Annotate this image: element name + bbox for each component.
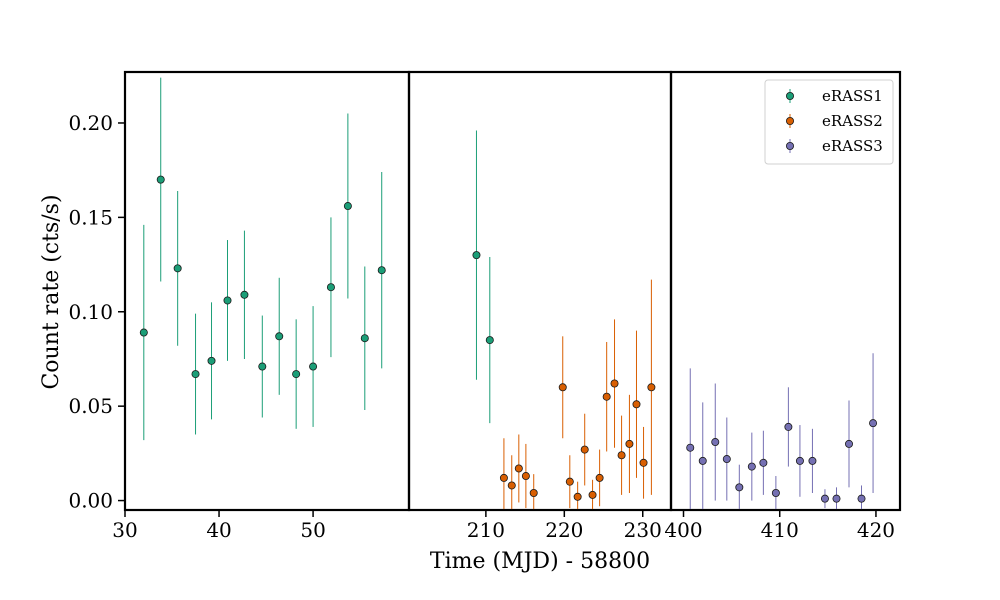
data-point [711,438,720,447]
x-tick-label: 210 [467,518,505,542]
x-tick-label: 50 [300,518,325,542]
data-point [869,419,878,428]
data-point [735,483,744,492]
data-point [647,383,656,392]
data-point [529,489,538,498]
panel-frame [669,70,902,512]
data-point [173,264,182,273]
data-point [240,290,249,299]
data-point [686,443,695,452]
series-eRASS3 [686,353,878,510]
x-tick-label: 40 [206,518,231,542]
data-point [832,494,841,503]
y-tick-label: 0.05 [68,394,113,418]
data-point [747,462,756,471]
data-point [156,175,165,184]
data-point [558,383,567,392]
data-point [275,332,284,341]
data-point [795,456,804,465]
y-tick-label: 0.00 [68,489,113,513]
data-point [820,494,829,503]
legend-label-eRASS1: eRASS1 [822,87,883,105]
x-tick-label: 30 [112,518,137,542]
data-point [309,362,318,371]
legend-label-eRASS3: eRASS3 [822,137,883,155]
data-point [191,370,200,379]
panel-frame [123,70,411,512]
x-tick-label: 230 [624,518,662,542]
data-point [759,458,768,467]
panel-3: 400 410 420 [664,70,902,542]
data-point [207,356,216,365]
data-point [625,439,634,448]
data-point [139,328,148,337]
y-axis-label: Count rate (cts/s) [39,194,64,389]
data-point [223,296,232,305]
data-point [507,481,516,490]
data-point [632,400,641,409]
data-point [343,202,352,211]
data-point [722,455,731,464]
y-tick-label: 0.10 [68,300,113,324]
series-eRASS2 [499,279,656,510]
data-point [580,445,589,454]
legend-marker [786,92,795,101]
x-tick-label: 410 [761,518,799,542]
data-point [499,473,508,482]
data-point [617,451,626,460]
x-tick-label: 220 [545,518,583,542]
y-tick-label: 0.15 [68,205,113,229]
legend-label-eRASS2: eRASS2 [822,112,883,130]
data-point [377,266,386,275]
data-point [326,283,335,292]
legend-marker [786,117,795,126]
data-point [292,370,301,379]
data-point [514,464,523,473]
data-point [771,489,780,498]
data-point [808,456,817,465]
panel-2: 210 220 230 [407,70,673,542]
data-point [588,490,597,499]
data-point [360,334,369,343]
data-point [610,379,619,388]
data-point [639,458,648,467]
series-eRASS1 [139,77,494,441]
data-point [698,456,707,465]
data-point [258,362,267,371]
data-point [573,492,582,501]
data-point [521,472,530,481]
data-point [784,422,793,431]
x-axis-label: Time (MJD) - 58800 [430,549,650,574]
data-point [485,336,494,345]
x-tick-label: 400 [664,518,702,542]
data-point [595,473,604,482]
data-point [857,494,866,503]
data-point [565,477,574,486]
legend-marker [786,141,795,150]
y-axis-ticks: 0.00 0.05 0.10 0.15 0.20 [68,111,125,513]
x-tick-label: 420 [857,518,895,542]
panels-layer: 30 40 50 210 220 230 400 410 420 [112,70,902,542]
legend-box [764,79,894,165]
y-tick-label: 0.20 [68,111,113,135]
data-point [845,439,854,448]
legend: eRASS1 eRASS2 eRASS3 [764,79,894,165]
data-point [602,392,611,401]
data-point [472,251,481,260]
